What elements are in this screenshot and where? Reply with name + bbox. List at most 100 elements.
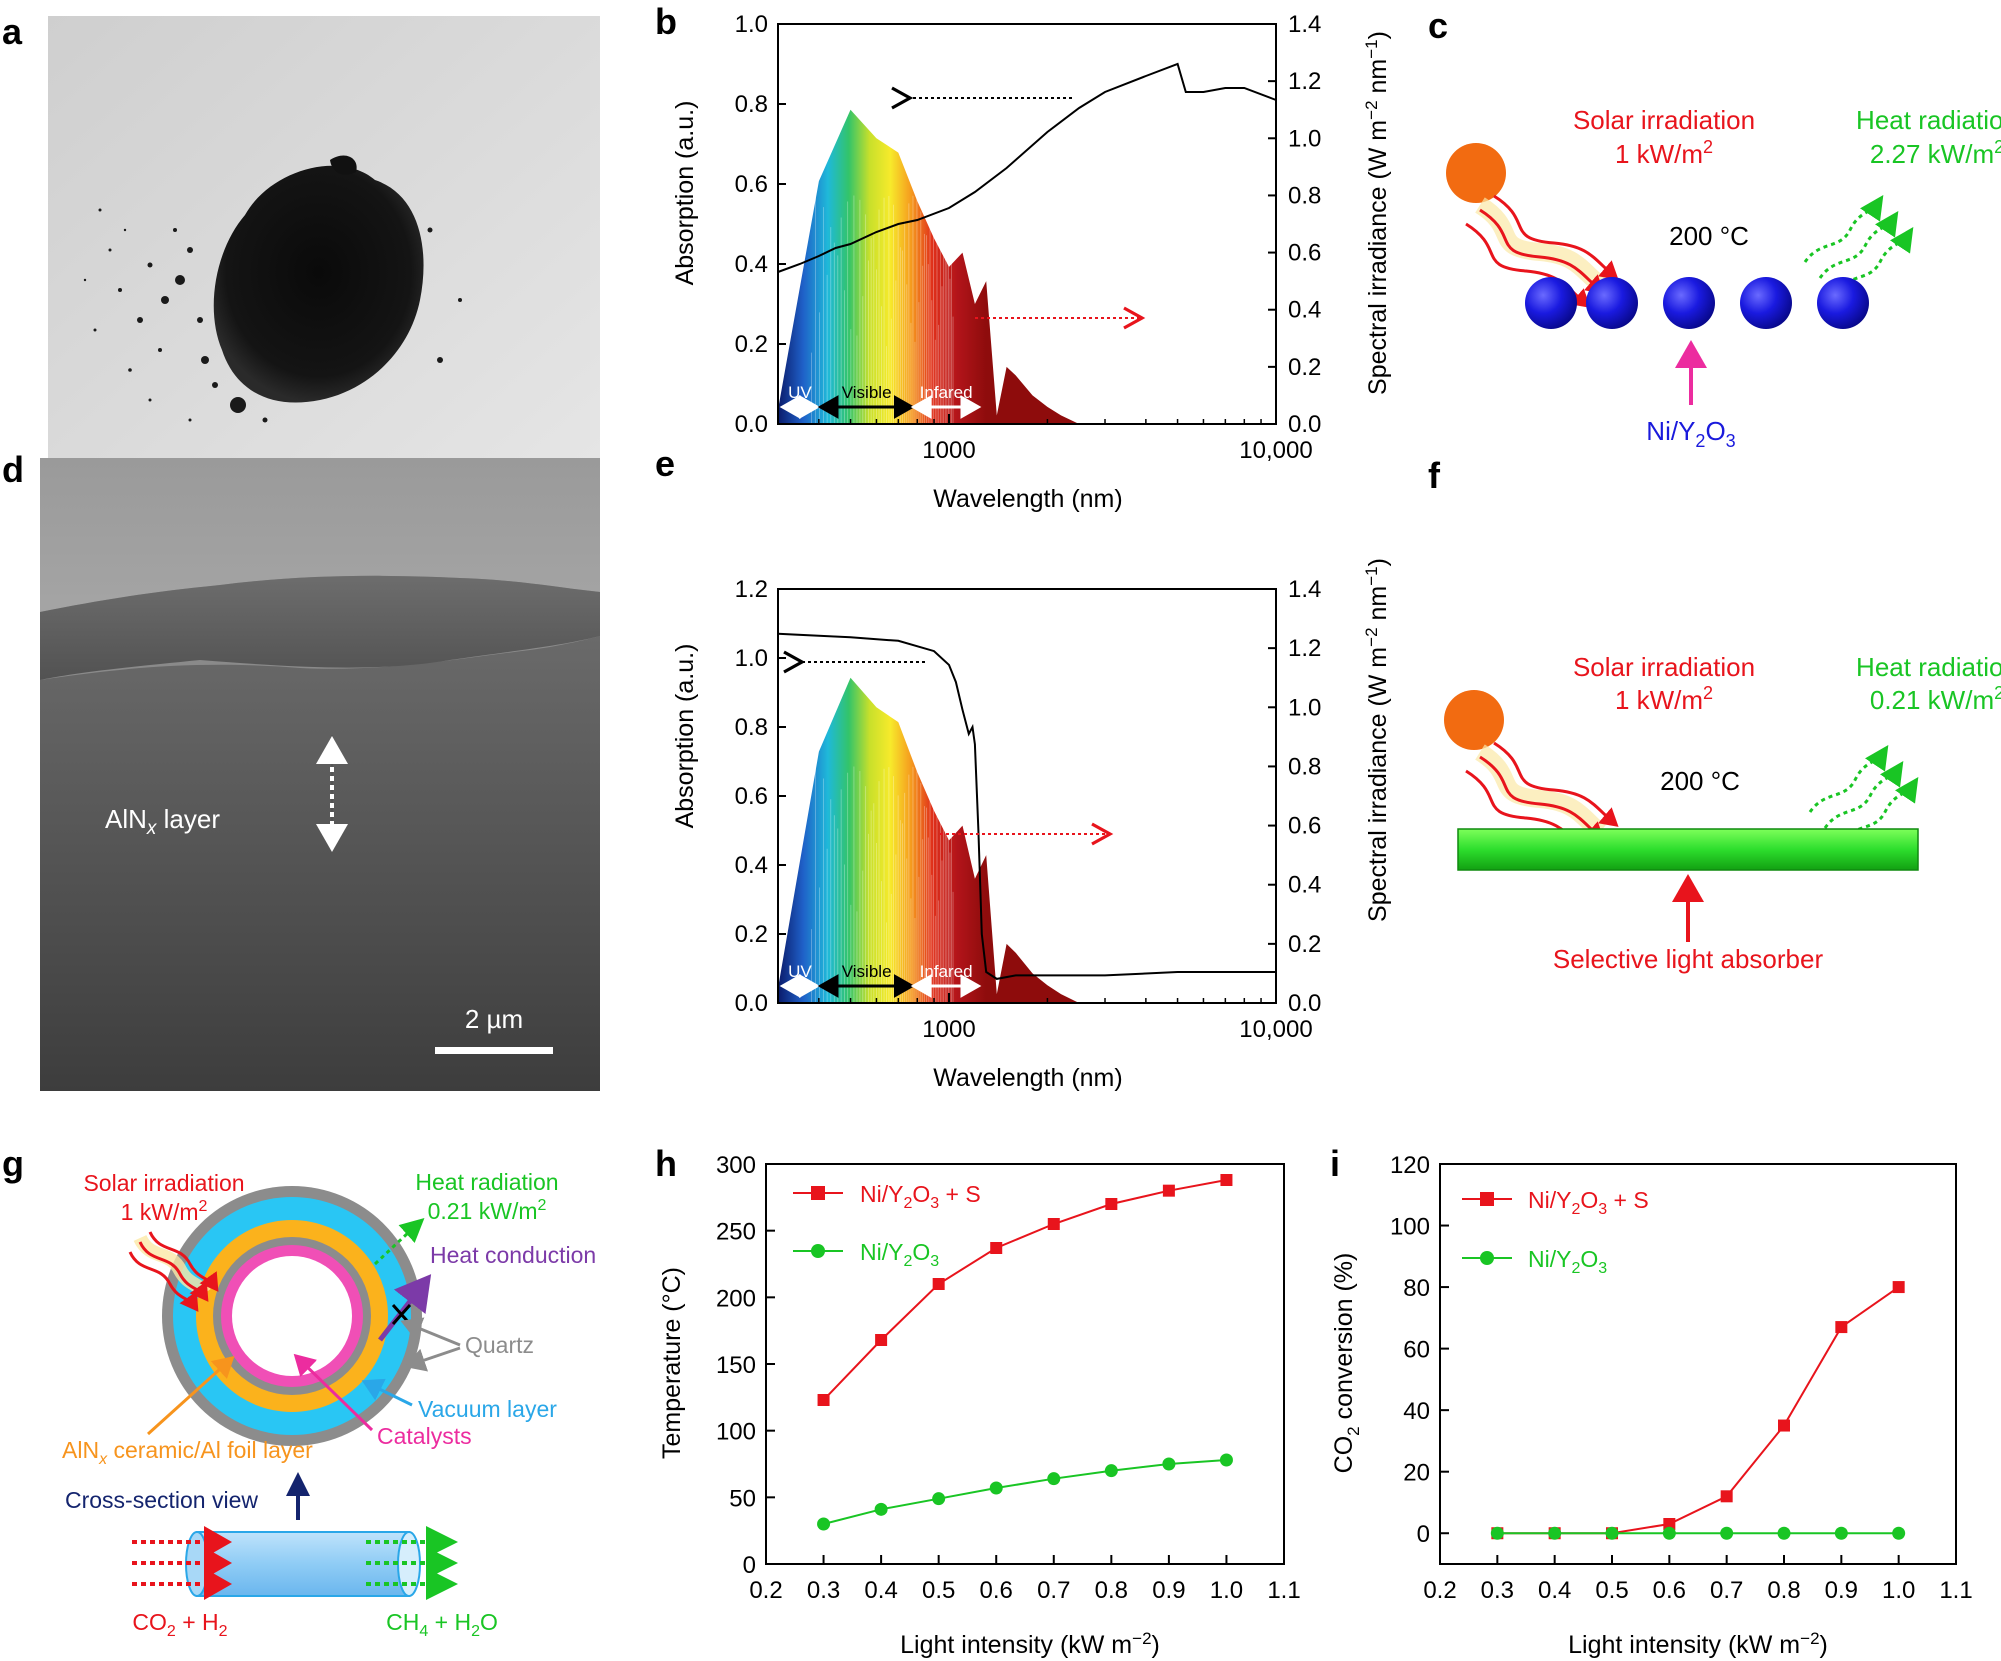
c-catalyst-label: Ni/Y2O3 bbox=[1646, 416, 1735, 451]
panel-label-i: i bbox=[1330, 1143, 1340, 1184]
x-tick-label: 1.0 bbox=[1210, 1577, 1243, 1604]
c-solar-title: Solar irradiation bbox=[1573, 105, 1755, 135]
data-point bbox=[1778, 1419, 1790, 1432]
x-tick-label: 0.6 bbox=[980, 1577, 1013, 1604]
tube-bore bbox=[232, 1256, 352, 1376]
uv-label: UV bbox=[788, 962, 812, 981]
x-tick-label: 0.8 bbox=[1095, 1577, 1128, 1604]
data-point bbox=[1720, 1526, 1734, 1540]
catalyst-particle bbox=[1663, 277, 1715, 329]
data-point bbox=[1162, 1184, 1175, 1197]
data-point bbox=[1834, 1526, 1848, 1540]
y-tick-label: 100 bbox=[1390, 1214, 1430, 1241]
x-tick-label: 0.9 bbox=[1825, 1577, 1858, 1604]
legend-text-n: Ni/Y2O3 bbox=[860, 1239, 939, 1270]
data-point bbox=[1047, 1472, 1061, 1486]
absorption-line-e bbox=[777, 632, 1276, 980]
plot-frame bbox=[1439, 1163, 1957, 1565]
g-heat-conduction-label: Heat conduction bbox=[430, 1242, 596, 1268]
ylabel-h: Temperature (°C) bbox=[658, 1267, 686, 1459]
data-point bbox=[989, 1481, 1003, 1495]
y-tick-label: 300 bbox=[716, 1152, 756, 1179]
data-point bbox=[875, 1334, 888, 1346]
g-vacuum-label: Vacuum layer bbox=[418, 1396, 557, 1422]
g-solar-value: 1 kW/m2 bbox=[121, 1198, 208, 1225]
c-heat-title: Heat radiation bbox=[1856, 105, 2001, 135]
panel-label-h: h bbox=[655, 1143, 677, 1184]
g-heat-title: Heat radiation bbox=[415, 1169, 558, 1195]
c-temperature: 200 °C bbox=[1669, 221, 1749, 251]
y2-tick-label: 1.4 bbox=[1288, 576, 1321, 603]
legend-i-text-s: Ni/Y2O3 + S bbox=[1528, 1187, 1649, 1218]
y-tick-label: 0.4 bbox=[735, 251, 768, 278]
y-tick-label: 0 bbox=[1417, 1521, 1430, 1548]
panel-g-schematic: Solar irradiation 1 kW/m2 Heat radiation… bbox=[62, 1169, 596, 1640]
y-tick-label: 0.4 bbox=[735, 852, 768, 879]
data-point bbox=[874, 1502, 888, 1516]
data-point bbox=[1047, 1218, 1060, 1230]
catalyst-particle bbox=[1525, 277, 1577, 329]
chart-b: Visible Visible 0.00.20.40.60.81.00.00.2… bbox=[735, 11, 1322, 464]
data-point bbox=[1605, 1526, 1619, 1540]
panel-c-schematic: Solar irradiation 1 kW/m2 Heat radiation… bbox=[1446, 105, 2001, 451]
xlabel-i: Light intensity (kW m−2) bbox=[1568, 1629, 1828, 1659]
data-point bbox=[1720, 1490, 1733, 1503]
x-tick-label: 0.3 bbox=[1481, 1577, 1514, 1604]
plot-frame bbox=[777, 23, 1277, 425]
aln-layer-region bbox=[40, 575, 600, 680]
data-point bbox=[932, 1278, 945, 1290]
chart-i: 0 20 40 60 80 100 120 0.2 0.3 0.4 0.5 0.6 0.7 0.8 0.9 1… bbox=[1390, 1152, 1973, 1604]
visible-label-b-dark: Visible bbox=[842, 383, 892, 402]
f-heat-title: Heat radiation bbox=[1856, 652, 2001, 682]
panel-label-g: g bbox=[2, 1143, 24, 1184]
y2-tick-label: 0.6 bbox=[1288, 813, 1321, 840]
data-point bbox=[1892, 1526, 1906, 1540]
xlabel-h: Light intensity (kW m−2) bbox=[900, 1629, 1160, 1659]
y-tick-label: 60 bbox=[1403, 1337, 1430, 1364]
panel-label-f: f bbox=[1428, 455, 1441, 496]
y-tick-label: 250 bbox=[716, 1219, 756, 1246]
g-heat-value: 0.21 kW/m2 bbox=[428, 1197, 547, 1224]
y-tick-label: 0.6 bbox=[735, 783, 768, 810]
data-point bbox=[1548, 1526, 1562, 1540]
y-tick-label: 0.6 bbox=[735, 171, 768, 198]
y2-tick-label: 0.0 bbox=[1288, 990, 1321, 1017]
x-tick-label: 1.1 bbox=[1267, 1577, 1300, 1604]
x-tick-label: 0.9 bbox=[1152, 1577, 1185, 1604]
f-solar-title: Solar irradiation bbox=[1573, 652, 1755, 682]
y-tick-label: 200 bbox=[716, 1285, 756, 1312]
data-point bbox=[932, 1492, 946, 1506]
y2-tick-label: 1.2 bbox=[1288, 635, 1321, 662]
sun-icon bbox=[1444, 690, 1504, 750]
y2label-e: Spectral irradiance (W m−2 nm−1) bbox=[1362, 558, 1392, 922]
f-heat-value: 0.21 kW/m2 bbox=[1870, 683, 2001, 715]
y2-tick-label: 0.4 bbox=[1288, 872, 1321, 899]
y2-tick-label: 0.2 bbox=[1288, 354, 1321, 381]
xlabel-e: Wavelength (nm) bbox=[933, 1064, 1122, 1092]
legend-i-text-n: Ni/Y2O3 bbox=[1528, 1246, 1607, 1277]
irradiance-area bbox=[778, 677, 1080, 1003]
y2-tick-label: 1.4 bbox=[1288, 11, 1321, 38]
f-temperature: 200 °C bbox=[1660, 766, 1740, 796]
series-line bbox=[823, 1459, 1227, 1525]
visible-label-e: Visible bbox=[842, 962, 892, 981]
sem-substrate bbox=[40, 636, 600, 1091]
absorber-bar bbox=[1457, 828, 1919, 871]
sun-icon bbox=[1446, 143, 1506, 203]
legend-text-s: Ni/Y2O3 + S bbox=[860, 1181, 981, 1212]
g-outlet-label: CH4 + H2O bbox=[386, 1609, 498, 1640]
powder-scatter bbox=[83, 208, 462, 423]
y2label-b: Spectral irradiance (W m−2 nm−1) bbox=[1362, 31, 1392, 395]
g-outlet-arrows bbox=[366, 1526, 458, 1600]
c-heat-rays bbox=[1803, 195, 1914, 295]
y-tick-label: 1.0 bbox=[735, 645, 768, 672]
data-point bbox=[817, 1517, 831, 1531]
y-tick-label: 20 bbox=[1403, 1460, 1430, 1487]
f-solar-value: 1 kW/m2 bbox=[1615, 683, 1713, 715]
y-tick-label: 0.0 bbox=[735, 411, 768, 438]
x-tick-label: 0.2 bbox=[1423, 1577, 1456, 1604]
data-point bbox=[1105, 1198, 1118, 1210]
catalyst-particle bbox=[1740, 277, 1792, 329]
y-tick-label: 0.8 bbox=[735, 91, 768, 118]
y-tick-label: 0 bbox=[743, 1552, 756, 1579]
